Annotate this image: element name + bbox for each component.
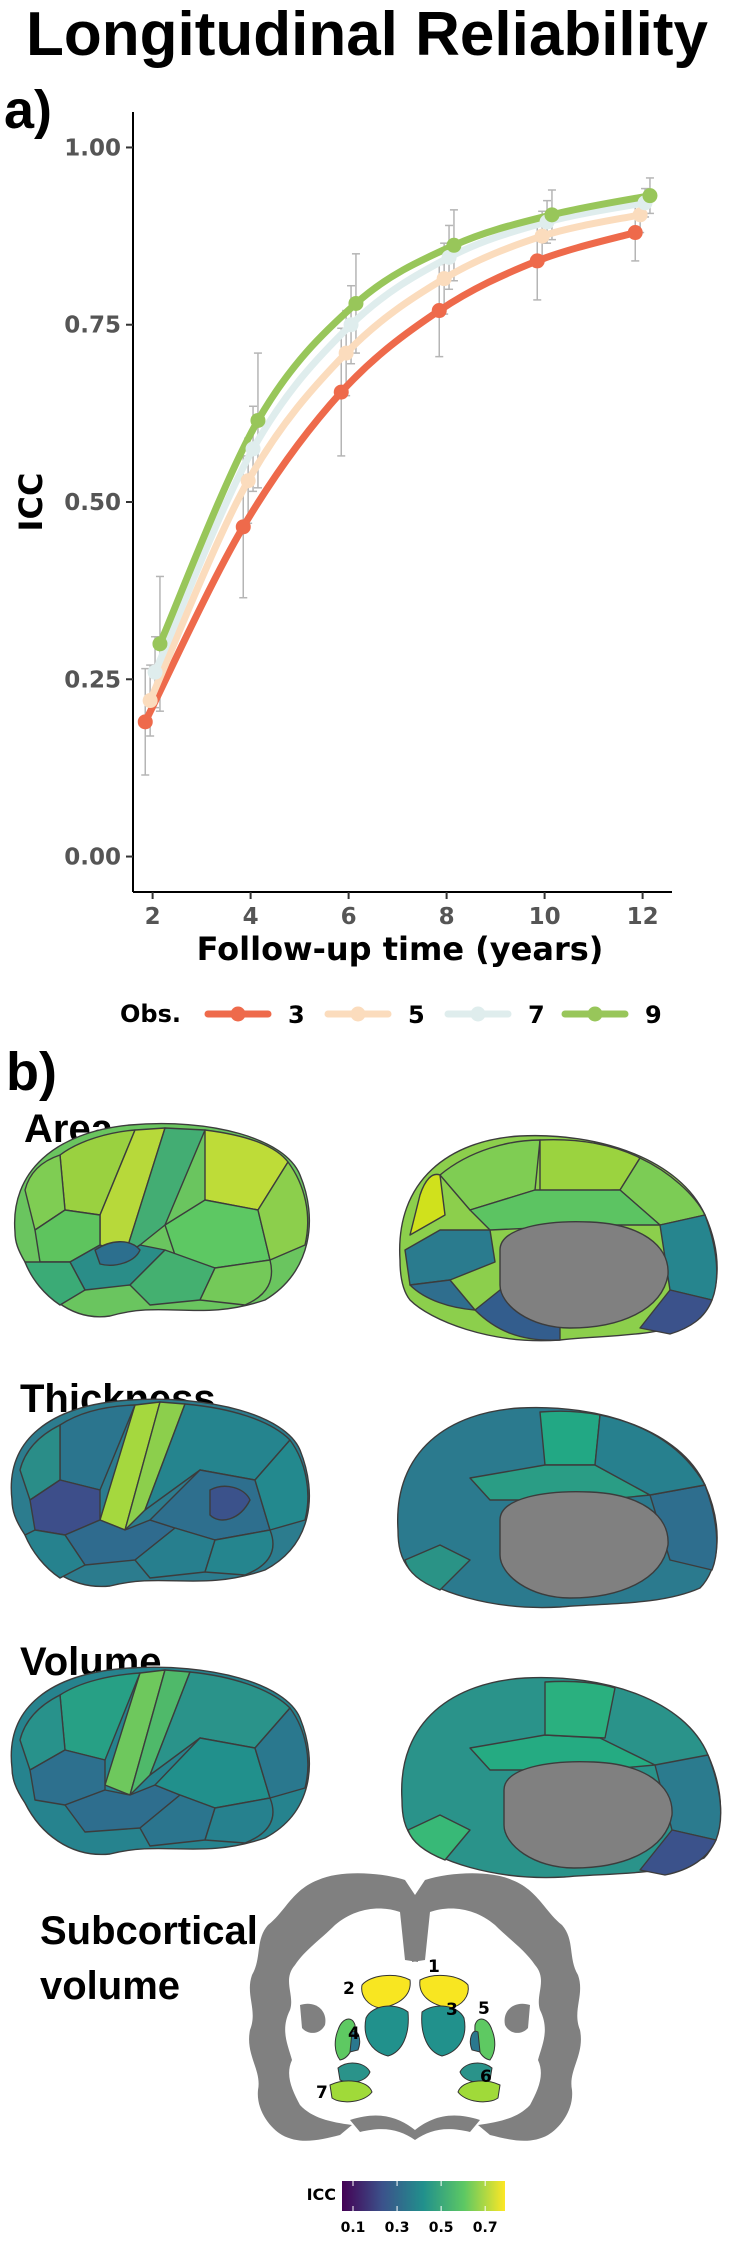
- section-label-subcortical-line1: Subcortical: [40, 1909, 258, 1953]
- roi-7-left-amygdala: [337, 2062, 371, 2083]
- x-tick-label: 6: [341, 904, 357, 930]
- y-axis-ticks: 0.00 0.25 0.50 0.75 1.00: [64, 135, 133, 871]
- roi-5-right-pallidum: [469, 2030, 481, 2053]
- point-series-5: [338, 345, 354, 361]
- section-label-subcortical-line2: volume: [40, 1964, 180, 2008]
- x-axis-label: Follow-up time (years): [197, 930, 604, 968]
- point-series-7: [343, 317, 359, 333]
- legend-point-7: [470, 1006, 486, 1022]
- panel-a-label: a): [4, 80, 52, 140]
- area-lateral-brain: [13, 1122, 311, 1318]
- roi-1-right-caudate: [419, 1974, 469, 2009]
- x-tick-label: 4: [243, 904, 259, 930]
- legend-point-5: [350, 1006, 366, 1022]
- error-bars: [141, 177, 654, 776]
- legend: Obs. 3 5 7 9: [120, 1000, 662, 1029]
- series-lines: [141, 192, 654, 726]
- x-tick-label: 12: [627, 904, 659, 930]
- y-tick-label: 0.00: [64, 845, 121, 871]
- y-tick-label: 1.00: [64, 135, 121, 161]
- point-series-9: [250, 412, 266, 428]
- thickness-medial-brain: [397, 1406, 718, 1609]
- point-series-9: [544, 207, 560, 223]
- legend-label-5: 5: [408, 1001, 425, 1029]
- legend-point-9: [587, 1006, 603, 1022]
- line-series-9: [156, 192, 654, 648]
- point-series-9: [446, 237, 462, 253]
- point-series-9: [348, 295, 364, 311]
- legend-title: Obs.: [120, 1000, 181, 1028]
- roi-label-5: 5: [478, 1999, 490, 2019]
- x-tick-label: 8: [439, 904, 455, 930]
- panel-b-label: b): [6, 1042, 57, 1102]
- roi-label-7: 7: [316, 2083, 328, 2103]
- roi-2-left-caudate: [361, 1974, 411, 2009]
- colorbar-tick-label: 0.1: [341, 2220, 366, 2236]
- roi-7-left-hippocampus: [329, 2080, 373, 2103]
- x-tick-label: 10: [529, 904, 561, 930]
- roi-label-1: 1: [428, 1957, 440, 1977]
- x-tick-label: 2: [145, 904, 161, 930]
- point-series-5: [534, 228, 550, 244]
- point-series-7: [441, 249, 457, 265]
- point-series-7: [147, 664, 163, 680]
- subcortical-coronal-slice: 1 2 3 4 5 6 7: [249, 1873, 581, 2141]
- point-series-3: [333, 384, 349, 400]
- point-series-9: [642, 188, 658, 204]
- colorbar-tick-label: 0.7: [473, 2220, 498, 2236]
- roi-label-2: 2: [343, 1979, 355, 1999]
- roi-6-right-hippocampus: [457, 2080, 501, 2103]
- y-axis-label: ICC: [12, 473, 50, 532]
- x-axis-ticks: 2 4 6 8 10 12: [145, 892, 659, 930]
- line-series-3: [141, 229, 639, 726]
- icc-line-chart: 0.00 0.25 0.50 0.75 1.00 2 4 6 8 10 12 Follow-up …: [12, 112, 672, 968]
- colorbar-tick-label: 0.3: [385, 2220, 410, 2236]
- point-series-5: [632, 207, 648, 223]
- colorbar-tick-label: 0.5: [429, 2220, 454, 2236]
- thickness-lateral-brain: [10, 1398, 311, 1588]
- point-series-3: [529, 253, 545, 269]
- legend-label-9: 9: [645, 1001, 662, 1029]
- point-series-5: [142, 693, 158, 709]
- point-series-3: [627, 225, 643, 241]
- area-medial-brain: [399, 1134, 718, 1342]
- roi-label-4: 4: [348, 2024, 360, 2044]
- legend-label-7: 7: [528, 1001, 545, 1029]
- y-tick-label: 0.75: [64, 313, 121, 339]
- y-tick-label: 0.25: [64, 667, 121, 693]
- icc-colorbar: ICC 0.1 0.3 0.5 0.7: [307, 2181, 505, 2236]
- roi-4-left-pallidum: [349, 2030, 361, 2053]
- volume-medial-brain: [401, 1676, 722, 1879]
- volume-lateral-brain: [10, 1666, 311, 1856]
- colorbar-title: ICC: [307, 2185, 336, 2204]
- point-series-3: [137, 714, 153, 730]
- roi-3-left-thalamus: [364, 2005, 409, 2057]
- colorbar-gradient: [342, 2181, 505, 2211]
- y-tick-label: 0.50: [64, 490, 121, 516]
- roi-label-6: 6: [480, 2067, 492, 2087]
- point-series-7: [245, 441, 261, 457]
- legend-point-3: [230, 1006, 246, 1022]
- point-series-3: [235, 519, 251, 535]
- point-series-9: [152, 636, 168, 652]
- roi-label-3: 3: [446, 2000, 458, 2020]
- point-series-3: [431, 303, 447, 319]
- point-series-5: [240, 473, 256, 489]
- legend-label-3: 3: [288, 1001, 305, 1029]
- figure-title: Longitudinal Reliability: [26, 0, 709, 69]
- point-series-5: [436, 271, 452, 287]
- series-points: [137, 188, 658, 730]
- roi-3-right-thalamus: [421, 2005, 466, 2057]
